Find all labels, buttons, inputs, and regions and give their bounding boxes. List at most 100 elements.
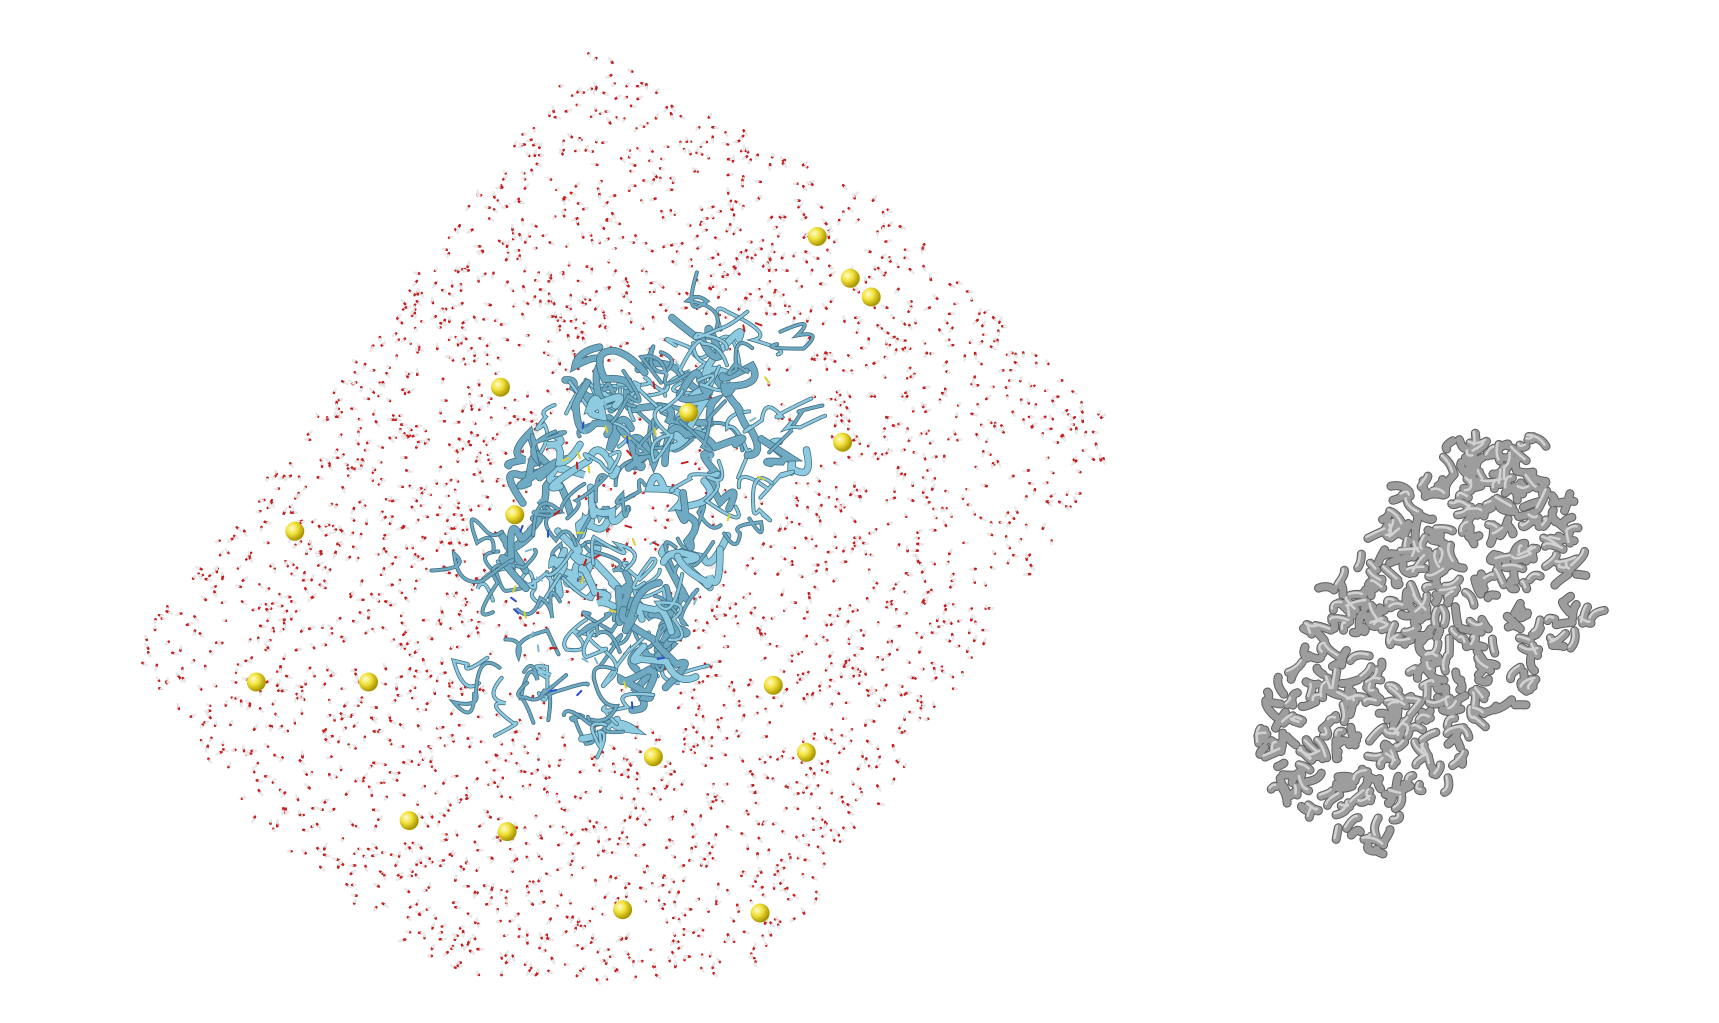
water-hydrogen <box>210 571 216 576</box>
water-hydrogen <box>355 372 360 376</box>
water-hydrogen <box>566 242 570 247</box>
water-hydrogen <box>819 815 823 820</box>
water-hydrogen <box>647 791 652 795</box>
water-hydrogen <box>494 209 499 214</box>
water-hydrogen <box>466 788 470 794</box>
water-hydrogen <box>373 719 378 724</box>
water-hydrogen <box>842 734 848 738</box>
water-hydrogen <box>682 746 687 752</box>
water-hydrogen <box>697 280 702 285</box>
water-hydrogen <box>905 249 911 253</box>
water-hydrogen <box>544 937 548 943</box>
water-hydrogen <box>386 552 391 557</box>
water-hydrogen <box>340 542 344 546</box>
water-hydrogen <box>681 116 686 120</box>
water-hydrogen <box>287 675 293 680</box>
water-hydrogen <box>854 191 859 196</box>
water-hydrogen <box>981 517 987 522</box>
water-hydrogen <box>738 731 744 736</box>
water-hydrogen <box>770 923 776 928</box>
water-hydrogen <box>985 437 990 442</box>
water-hydrogen <box>806 380 811 385</box>
water-hydrogen <box>572 92 578 96</box>
water-hydrogen <box>770 304 775 308</box>
water-hydrogen <box>421 293 424 299</box>
water-hydrogen <box>506 202 511 207</box>
water-hydrogen <box>620 820 625 825</box>
water-hydrogen <box>623 754 628 759</box>
water-hydrogen <box>987 418 992 423</box>
water-hydrogen <box>489 457 495 461</box>
water-hydrogen <box>742 493 747 497</box>
water-hydrogen <box>898 465 903 469</box>
water-hydrogen <box>799 202 804 207</box>
water-hydrogen <box>372 629 376 634</box>
water-hydrogen <box>454 829 458 835</box>
water-hydrogen <box>417 301 422 307</box>
water-hydrogen <box>880 304 886 308</box>
water-hydrogen <box>778 294 783 299</box>
water-hydrogen <box>816 892 821 896</box>
water-hydrogen <box>844 370 849 374</box>
water-hydrogen <box>846 390 850 396</box>
water-hydrogen <box>413 843 418 847</box>
water-hydrogen <box>942 519 946 525</box>
water-hydrogen <box>324 581 329 586</box>
water-hydrogen <box>983 581 987 586</box>
water-hydrogen <box>895 261 899 267</box>
water-hydrogen <box>735 701 739 706</box>
water-hydrogen <box>512 235 517 240</box>
water-hydrogen <box>627 298 631 303</box>
water-hydrogen <box>1083 432 1087 438</box>
water-hydrogen <box>279 629 284 633</box>
water-hydrogen <box>308 430 313 435</box>
water-hydrogen <box>368 387 374 392</box>
water-hydrogen <box>602 203 607 208</box>
water-hydrogen <box>1073 391 1078 395</box>
water-hydrogen <box>483 885 488 890</box>
water-hydrogen <box>614 220 619 225</box>
water-hydrogen <box>536 851 540 856</box>
water-hydrogen <box>692 236 697 241</box>
water-hydrogen <box>644 123 648 127</box>
water-hydrogen <box>745 931 751 935</box>
water-hydrogen <box>672 953 677 959</box>
water-hydrogen <box>784 607 788 611</box>
water-hydrogen <box>415 910 420 915</box>
water-hydrogen <box>1045 388 1050 392</box>
water-hydrogen <box>425 569 429 574</box>
water-hydrogen <box>632 775 637 780</box>
water-hydrogen <box>455 266 459 271</box>
water-hydrogen <box>174 612 181 616</box>
water-hydrogen <box>369 848 375 853</box>
water-hydrogen <box>839 748 844 753</box>
water-hydrogen <box>515 399 521 403</box>
water-hydrogen <box>176 702 180 708</box>
water-box <box>141 52 1107 986</box>
water-hydrogen <box>876 757 880 763</box>
water-hydrogen <box>920 494 926 499</box>
water-hydrogen <box>449 963 455 968</box>
water-hydrogen <box>650 180 655 186</box>
water-hydrogen <box>365 867 369 873</box>
water-hydrogen <box>922 452 926 458</box>
water-hydrogen <box>586 921 590 925</box>
water-hydrogen <box>592 89 597 95</box>
water-hydrogen <box>835 397 840 401</box>
water-hydrogen <box>993 460 997 465</box>
water-hydrogen <box>364 772 369 778</box>
water-hydrogen <box>679 702 684 708</box>
water-hydrogen <box>569 875 573 880</box>
water-hydrogen <box>750 900 754 905</box>
water-hydrogen <box>891 780 895 786</box>
water-hydrogen <box>285 561 289 566</box>
water-hydrogen <box>813 899 817 905</box>
water-hydrogen <box>972 509 976 514</box>
water-hydrogen <box>592 81 597 87</box>
water-hydrogen <box>706 860 710 866</box>
water-hydrogen <box>673 261 678 267</box>
water-hydrogen <box>583 829 588 833</box>
water-hydrogen <box>726 314 730 318</box>
water-hydrogen <box>783 512 788 518</box>
water-hydrogen <box>509 287 513 291</box>
